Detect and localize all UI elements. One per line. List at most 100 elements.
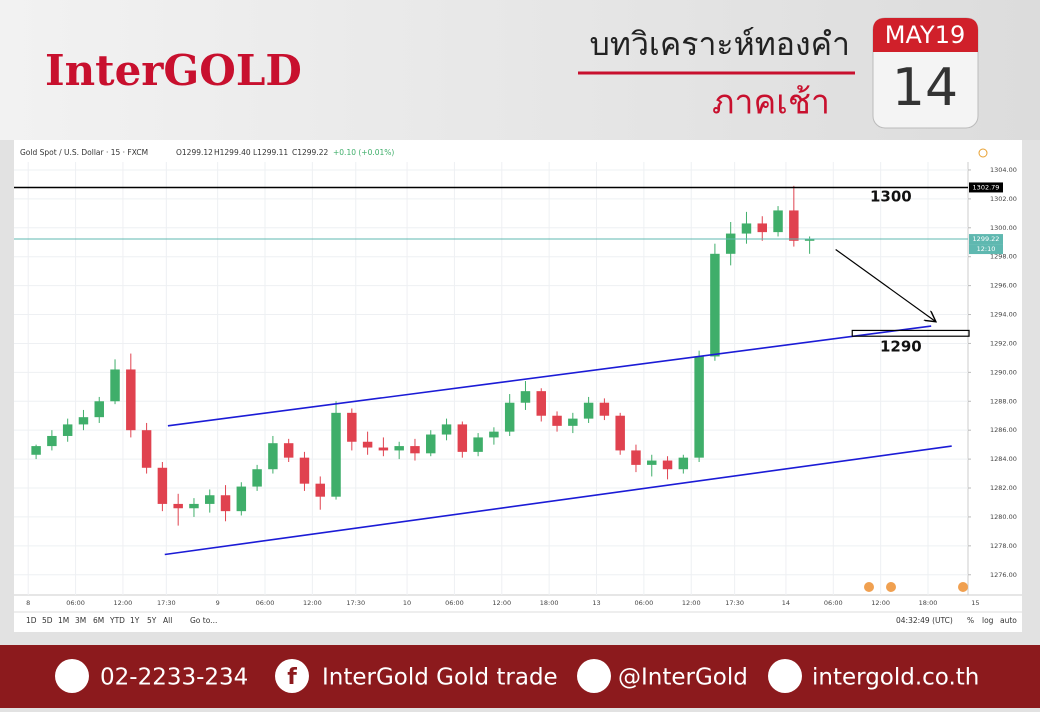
candle-body bbox=[741, 223, 752, 234]
calendar-top bbox=[873, 18, 978, 52]
x-tick-label: 12:00 bbox=[114, 599, 133, 607]
y-tick-label: 1280.00 bbox=[990, 513, 1017, 521]
footer-bg bbox=[0, 645, 1040, 708]
candle-body bbox=[473, 437, 483, 452]
candle-body bbox=[31, 446, 41, 455]
chart-panel bbox=[14, 140, 1022, 632]
globe-icon bbox=[768, 659, 802, 693]
scale-option[interactable]: log bbox=[982, 616, 994, 625]
arrow bbox=[835, 248, 936, 321]
candle-body bbox=[773, 210, 783, 233]
y-tick-label: 1294.00 bbox=[990, 311, 1017, 319]
event-icon[interactable] bbox=[864, 582, 874, 592]
x-tick-label: 12:00 bbox=[303, 599, 322, 607]
annotation: 1300 bbox=[870, 188, 912, 206]
facebook-icon bbox=[275, 659, 309, 693]
price-tag bbox=[969, 234, 1003, 245]
candle-body bbox=[299, 457, 310, 484]
range-button[interactable]: 1M bbox=[58, 616, 69, 625]
candle-body bbox=[157, 467, 168, 504]
ohlc-open: O1299.12 bbox=[176, 148, 213, 157]
trendline bbox=[164, 445, 952, 556]
goto-button[interactable]: Go to... bbox=[190, 616, 217, 625]
event-icon[interactable] bbox=[958, 582, 968, 592]
calendar-month: MAY19 bbox=[885, 21, 965, 49]
candle-body bbox=[236, 486, 247, 512]
candle-body bbox=[331, 412, 341, 497]
candle-body bbox=[615, 415, 625, 451]
candle-body bbox=[725, 233, 736, 254]
x-tick-label: 06:00 bbox=[824, 599, 843, 607]
range-button[interactable]: YTD bbox=[109, 616, 125, 625]
header-bg bbox=[0, 0, 1040, 140]
candle-body bbox=[552, 415, 562, 426]
x-tick-label: 15 bbox=[971, 599, 979, 607]
candle-body bbox=[631, 450, 641, 465]
y-tick-label: 1302.00 bbox=[990, 195, 1017, 203]
candle-body bbox=[347, 412, 357, 442]
x-tick-label: 06:00 bbox=[634, 599, 653, 607]
range-button[interactable]: 3M bbox=[75, 616, 86, 625]
candle-body bbox=[647, 460, 657, 465]
y-tick-label: 1286.00 bbox=[990, 426, 1017, 434]
candle-body bbox=[394, 446, 404, 451]
candle-body bbox=[410, 446, 420, 454]
candle-body bbox=[205, 495, 215, 504]
logo: InterGOLD bbox=[45, 46, 302, 95]
candle-body bbox=[789, 210, 799, 241]
y-tick-label: 1292.00 bbox=[990, 339, 1017, 347]
phone-icon bbox=[55, 659, 89, 693]
footer-phone: 02-2233-234 bbox=[100, 665, 248, 691]
candle-body bbox=[489, 431, 499, 438]
candle-body bbox=[426, 434, 436, 454]
candle-body bbox=[362, 441, 373, 448]
candle-body bbox=[315, 483, 325, 497]
title: บทวิเคราะห์ทองคำ bbox=[590, 25, 850, 63]
y-tick-label: 1298.00 bbox=[990, 253, 1017, 261]
facebook-glyph: f bbox=[287, 665, 297, 690]
x-tick-label: 10 bbox=[403, 599, 411, 607]
y-tick-label: 1284.00 bbox=[990, 455, 1017, 463]
candle-body bbox=[220, 495, 231, 512]
event-icon[interactable] bbox=[886, 582, 896, 592]
candle-body bbox=[662, 460, 673, 470]
trendline bbox=[167, 325, 932, 427]
x-tick-label: 12:00 bbox=[871, 599, 890, 607]
ohlc-high: H1299.40 bbox=[214, 148, 251, 157]
candle-body bbox=[141, 430, 152, 468]
range-button[interactable]: 1D bbox=[26, 616, 37, 625]
x-tick-label: 18:00 bbox=[919, 599, 938, 607]
x-tick-label: 13 bbox=[592, 599, 600, 607]
candle-body bbox=[283, 443, 294, 458]
range-button[interactable]: 6M bbox=[93, 616, 104, 625]
range-button[interactable]: 1Y bbox=[130, 616, 140, 625]
change: +0.10 (+0.01%) bbox=[333, 148, 394, 157]
x-tick-label: 17:30 bbox=[725, 599, 744, 607]
candle-body bbox=[378, 447, 389, 451]
range-button[interactable]: All bbox=[163, 616, 172, 625]
scale-option[interactable]: auto bbox=[1000, 616, 1017, 625]
y-tick-label: 1278.00 bbox=[990, 542, 1017, 550]
candle-body bbox=[568, 418, 578, 426]
candle-body bbox=[504, 402, 515, 432]
range-button[interactable]: 5Y bbox=[147, 616, 157, 625]
candle-body bbox=[78, 417, 89, 425]
candle-body bbox=[457, 424, 468, 452]
candle-body bbox=[678, 457, 689, 470]
candle-body bbox=[536, 391, 546, 416]
scale-option[interactable]: % bbox=[967, 616, 974, 625]
y-tick-label: 1276.00 bbox=[990, 571, 1017, 579]
price-tag bbox=[969, 182, 1003, 193]
x-tick-label: 14 bbox=[782, 599, 790, 607]
footer-line: @InterGold bbox=[618, 665, 748, 691]
candle-body bbox=[252, 469, 262, 487]
range-button[interactable]: 5D bbox=[42, 616, 53, 625]
x-tick-label: 12:00 bbox=[682, 599, 701, 607]
candle-body bbox=[110, 369, 120, 402]
y-tick-label: 1304.00 bbox=[990, 166, 1017, 174]
clock: 04:32:49 (UTC) bbox=[896, 616, 953, 625]
x-tick-label: 06:00 bbox=[66, 599, 85, 607]
candle-body bbox=[757, 223, 767, 233]
alert-icon[interactable] bbox=[978, 148, 988, 158]
